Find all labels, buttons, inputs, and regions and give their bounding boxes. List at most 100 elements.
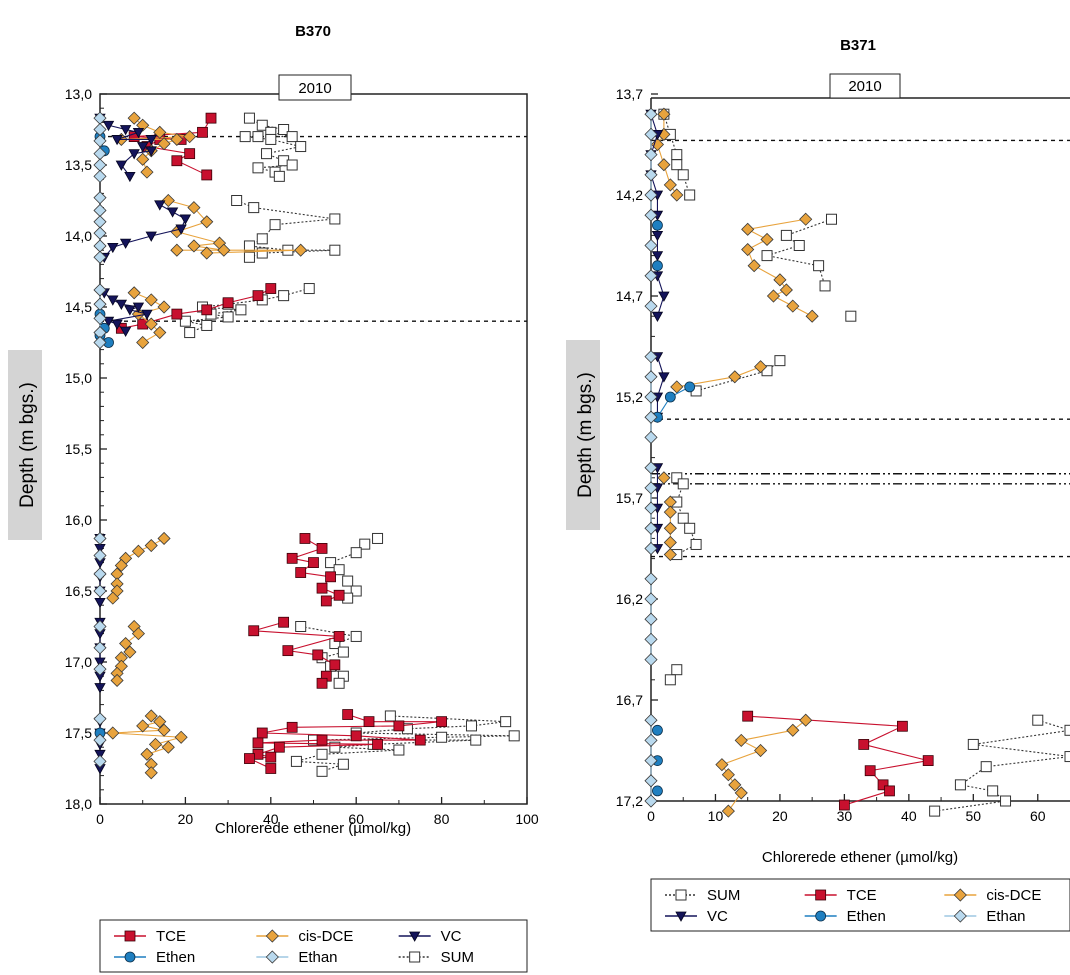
y-tick-label: 17,5 [65, 725, 92, 741]
data-point [157, 300, 171, 314]
data-point [333, 589, 345, 601]
data-point [102, 120, 115, 132]
data-point [273, 741, 285, 753]
data-point [663, 521, 677, 535]
data-point [290, 755, 302, 767]
data-point [316, 582, 328, 594]
data-point [93, 567, 107, 581]
data-point [248, 202, 260, 214]
data-point [295, 567, 307, 578]
data-point [845, 310, 857, 322]
data-point [754, 743, 768, 758]
data-point [93, 191, 107, 205]
legend-marker [953, 909, 967, 923]
data-point [94, 597, 106, 609]
x-axis-label: Chlorerede ethener (µmol/kg) [215, 820, 411, 837]
data-point [1032, 714, 1044, 726]
data-point [671, 664, 683, 676]
data-point [166, 207, 179, 218]
data-point [256, 727, 268, 739]
data-point [644, 794, 658, 808]
data-point [877, 779, 889, 791]
x-tick-label: 60 [348, 811, 364, 827]
data-point [93, 619, 107, 634]
data-point [786, 299, 800, 313]
data-point [1000, 795, 1012, 807]
data-point [93, 215, 107, 229]
data-point [799, 713, 813, 727]
x-tick-label: 40 [263, 811, 279, 827]
data-point [148, 737, 163, 751]
y-axis-label: Depth (m bgs.) [575, 372, 596, 498]
panel-b370: B370 2010 0 20 40 60 80 100 13,0 13,5 14,0 14,5 15… [8, 23, 539, 973]
data-point [243, 112, 255, 124]
data-point [222, 297, 234, 309]
legend: SUM TCE cis-DCE VC Ethen Ethan [650, 878, 1070, 932]
data-point [127, 286, 141, 300]
data-point [144, 293, 158, 307]
legend-marker [815, 910, 827, 922]
data-point [93, 169, 107, 183]
data-point [715, 758, 729, 772]
data-point [110, 673, 124, 688]
data-point [1064, 724, 1070, 736]
data-point [256, 247, 268, 259]
legend-marker [124, 930, 136, 942]
legend-entry: Ethan [256, 949, 338, 966]
series-ethen [652, 219, 696, 797]
data-point [644, 501, 658, 515]
data-point [170, 132, 184, 147]
data-point [106, 591, 120, 605]
data-point [179, 315, 191, 327]
data-point [144, 317, 158, 331]
y-tick-label: 13,5 [65, 157, 92, 173]
data-point [652, 724, 663, 736]
data-point [677, 512, 689, 524]
data-point [119, 636, 133, 651]
data-point [153, 125, 167, 139]
data-point [187, 239, 201, 253]
data-point [644, 481, 658, 495]
data-point [644, 592, 658, 606]
data-point [93, 584, 107, 598]
data-point [325, 571, 336, 583]
data-point [93, 335, 107, 350]
data-point [157, 723, 171, 737]
data-point [137, 142, 149, 153]
data-point [252, 131, 264, 143]
data-point [644, 774, 658, 788]
legend-marker [675, 889, 687, 901]
data-point [651, 251, 664, 262]
data-point [350, 630, 362, 642]
data-point [436, 716, 448, 728]
data-point [93, 531, 107, 546]
data-point [838, 799, 850, 811]
data-point [657, 158, 671, 172]
data-point [342, 575, 354, 587]
data-point [299, 533, 311, 544]
data-point [333, 677, 345, 689]
data-point [644, 461, 658, 475]
legend-entry: Ethen [804, 908, 886, 925]
data-point [131, 627, 145, 641]
panel-b371: B371 2010 0 10 20 30 40 50 60 13,7 14,2 14,7 15,2 1… [566, 37, 1070, 932]
data-point [651, 311, 664, 323]
y-tick-label: 13,0 [65, 86, 92, 102]
data-point [987, 785, 999, 797]
data-point [350, 585, 362, 597]
data-point [644, 148, 658, 162]
y-axis-label: Depth (m bgs.) [17, 382, 38, 508]
data-point [658, 372, 670, 383]
data-point [774, 355, 786, 367]
legend-entry: SUM [398, 949, 474, 966]
data-point [316, 765, 328, 777]
legend-frame [650, 878, 1070, 932]
x-tick-label: 60 [1030, 808, 1046, 824]
data-point [670, 380, 684, 394]
data-point [107, 242, 119, 254]
data-point [325, 557, 337, 569]
data-point [663, 505, 677, 519]
data-point [239, 131, 251, 143]
x-tick-label: 20 [772, 808, 788, 824]
data-point [201, 304, 213, 316]
